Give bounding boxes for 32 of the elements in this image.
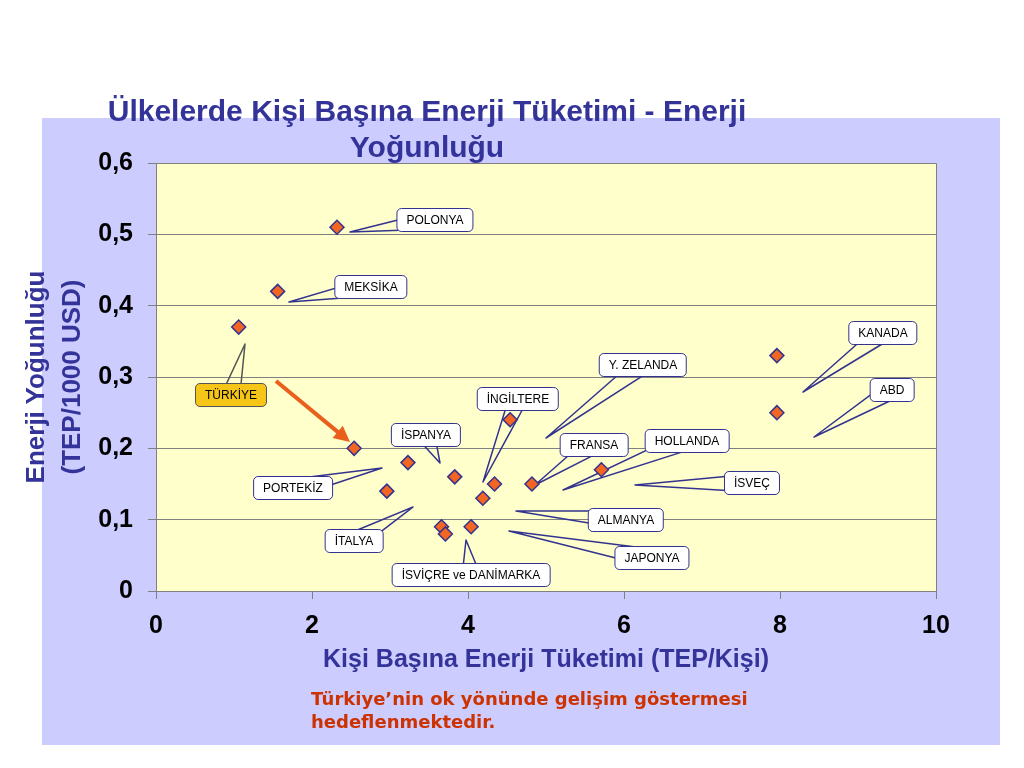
x-tick-label: 10: [922, 609, 950, 638]
y-tick-label: 0,3: [98, 360, 133, 389]
annotation: KANADA: [858, 326, 908, 340]
y-tick-label: 0,6: [98, 146, 133, 175]
x-tick-label: 0: [149, 609, 163, 638]
x-axis-title: Kişi Başına Enerji Tüketimi (TEP/Kişi): [323, 643, 769, 672]
annotation: MEKSİKA: [344, 280, 398, 294]
y-tick-label: 0,2: [98, 432, 133, 461]
y-axis-title: Enerji Yoğunluğu (TEP/1000 USD): [20, 270, 87, 484]
y-tick-label: 0,4: [98, 289, 134, 318]
annotation: TÜRKİYE: [204, 388, 258, 402]
annotation: İSPANYA: [400, 428, 452, 442]
x-tick-label: 8: [773, 609, 788, 638]
annotation: İSVİÇRE ve DANİMARKA: [401, 568, 541, 582]
annotation: ALMANYA: [597, 513, 655, 527]
annotation: İTALYA: [334, 534, 374, 548]
annotation: İNGİLTERE: [486, 392, 550, 406]
annotation: PORTEKİZ: [263, 481, 323, 495]
y-tick-label: 0,5: [98, 218, 134, 247]
y-tick-label: 0,1: [98, 503, 134, 532]
y-tick-label: 0: [119, 574, 133, 603]
x-tick-label: 4: [461, 609, 476, 638]
annotation: FRANSA: [569, 438, 619, 452]
text: Türkiye’nin ok yönünde gelişim göstermesi hedeflenmektedir.: [311, 688, 748, 732]
annotation: HOLLANDA: [654, 434, 720, 448]
annotation: İSVEÇ: [733, 476, 771, 490]
x-tick-label: 2: [305, 609, 319, 638]
annotation: Y. ZELANDA: [608, 358, 678, 372]
annotation: POLONYA: [406, 213, 464, 227]
annotation: JAPONYA: [624, 551, 680, 565]
annotation: ABD: [879, 383, 905, 397]
x-tick-label: 6: [617, 609, 631, 638]
